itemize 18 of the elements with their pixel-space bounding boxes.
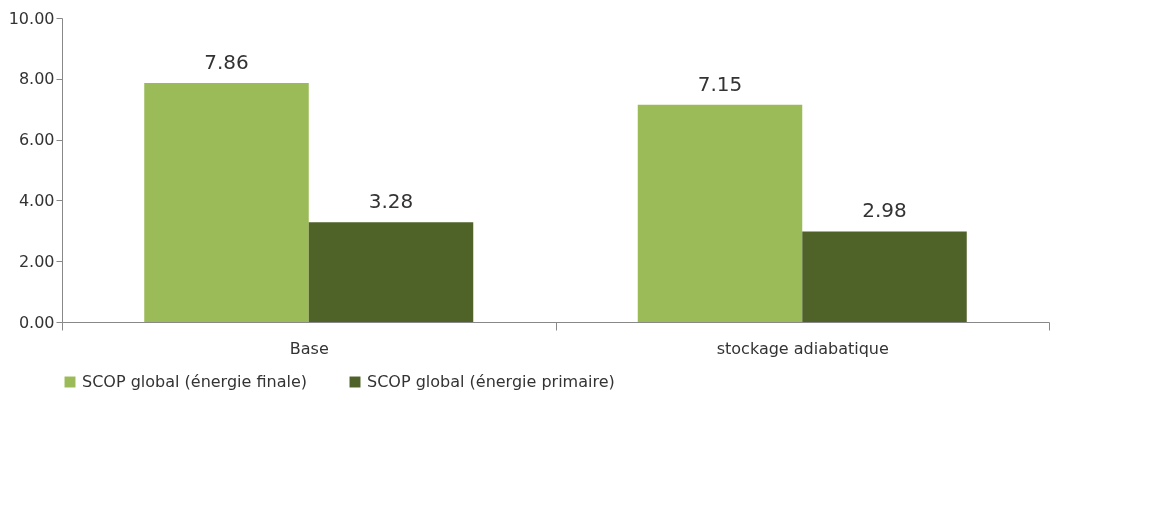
y-tick-label: 0.00 (18, 312, 55, 332)
bar (802, 231, 967, 322)
data-label: 7.15 (697, 71, 743, 96)
data-label: 7.86 (204, 50, 249, 75)
y-tick-label: 10.00 (8, 8, 55, 28)
data-label: 3.28 (368, 189, 414, 214)
x-tick-label: stockage adiabatique (716, 338, 889, 358)
y-tick-label: 8.00 (18, 69, 55, 89)
data-label: 2.98 (862, 198, 907, 223)
y-tick-label: 4.00 (18, 190, 55, 210)
bar (308, 222, 474, 322)
y-tick-label: 6.00 (18, 130, 55, 150)
bar (144, 83, 309, 322)
x-tick-label: Base (289, 338, 329, 358)
legend-label: SCOP global (énergie primaire) (367, 372, 615, 391)
legend-label: SCOP global (énergie finale) (82, 372, 307, 391)
bar (637, 104, 803, 322)
y-tick-label: 2.00 (18, 251, 55, 271)
